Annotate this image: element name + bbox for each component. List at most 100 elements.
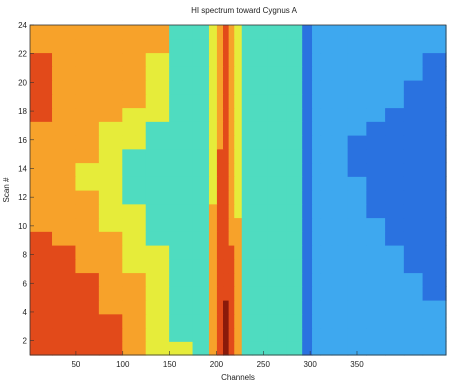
heatmap-cell	[403, 80, 424, 95]
heatmap-cell	[286, 107, 303, 122]
heatmap-cell	[122, 300, 147, 315]
heatmap-cell	[302, 66, 313, 81]
heatmap-cell	[52, 38, 77, 54]
heatmap-cell	[385, 162, 405, 177]
y-tick-label: 14	[18, 164, 27, 173]
heatmap-cell	[422, 80, 447, 95]
heatmap-cell	[286, 148, 303, 164]
heatmap-cell	[422, 148, 447, 164]
x-axis-ticks: 50 100 150 200 250 300 350	[71, 351, 364, 369]
heatmap-cell	[241, 272, 254, 287]
heatmap-cell	[286, 190, 303, 205]
heatmap-cell	[75, 80, 100, 95]
heatmap-cell	[208, 80, 218, 95]
heatmap-cell	[98, 286, 123, 301]
heatmap-cell	[216, 135, 224, 150]
heatmap-cell	[302, 52, 313, 67]
heatmap-cell	[241, 121, 254, 136]
y-tick-label: 6	[23, 279, 28, 288]
heatmap-cell	[223, 25, 230, 40]
heatmap-cell	[302, 121, 313, 136]
heatmap-cell	[216, 313, 224, 329]
heatmap-cell	[347, 258, 367, 274]
heatmap-cell	[286, 93, 303, 109]
heatmap-cell	[122, 25, 147, 40]
heatmap-cell	[312, 148, 322, 164]
heatmap-cell	[145, 52, 170, 67]
heatmap-cell	[252, 52, 269, 67]
heatmap-cell	[98, 93, 123, 109]
heatmap-cell	[216, 231, 224, 246]
heatmap-cell	[385, 341, 405, 356]
heatmap-cell	[208, 121, 218, 136]
heatmap-cell	[385, 148, 405, 164]
heatmap-cell	[252, 148, 269, 164]
heatmap-cell	[192, 272, 210, 287]
heatmap-cell	[228, 313, 235, 329]
heatmap-cell	[145, 313, 170, 329]
heatmap-cell	[145, 327, 170, 342]
heatmap-cell	[30, 313, 53, 329]
heatmap-cell	[223, 66, 230, 81]
heatmap-cell	[286, 245, 303, 260]
heatmap-cell	[122, 162, 147, 177]
heatmap-cell	[267, 52, 288, 67]
heatmap-cell	[320, 107, 333, 122]
heatmap-cell	[331, 245, 349, 260]
heatmap-cell	[223, 341, 230, 356]
heatmap-cell	[347, 190, 367, 205]
heatmap-cell	[347, 231, 367, 246]
heatmap-cell	[192, 25, 210, 40]
heatmap-cell	[52, 313, 77, 329]
heatmap-cell	[241, 148, 254, 164]
heatmap-cell	[234, 327, 243, 342]
heatmap-cell	[75, 38, 100, 54]
heatmap-cell	[223, 327, 230, 342]
heatmap-cell	[385, 190, 405, 205]
heatmap-cell	[312, 203, 322, 219]
heatmap-cell	[366, 93, 386, 109]
heatmap-cell	[302, 231, 313, 246]
heatmap-cell	[347, 286, 367, 301]
heatmap-cell	[234, 190, 243, 205]
heatmap-cell	[122, 341, 147, 356]
heatmap-cell	[320, 258, 333, 274]
heatmap-cell	[52, 217, 77, 232]
heatmap-cell	[169, 25, 194, 40]
heatmap-cell	[331, 231, 349, 246]
heatmap-cell	[403, 231, 424, 246]
heatmap-cell	[223, 176, 230, 191]
heatmap-cell	[320, 176, 333, 191]
heatmap-cell	[169, 80, 194, 95]
heatmap-cell	[228, 135, 235, 150]
heatmap-cell	[252, 286, 269, 301]
heatmap-cell	[30, 286, 53, 301]
heatmap-cell	[145, 286, 170, 301]
heatmap-cell	[331, 162, 349, 177]
heatmap-cell	[75, 93, 100, 109]
heatmap-cell	[145, 176, 170, 191]
heatmap-cells	[30, 25, 447, 356]
heatmap-cell	[267, 341, 288, 356]
y-axis-label: Scan #	[2, 177, 11, 202]
heatmap-cell	[267, 313, 288, 329]
heatmap-cell	[241, 52, 254, 67]
heatmap-cell	[228, 286, 235, 301]
heatmap-cell	[52, 327, 77, 342]
heatmap-cell	[52, 286, 77, 301]
heatmap-cell	[52, 52, 77, 67]
heatmap-cell	[422, 135, 447, 150]
heatmap-cell	[145, 80, 170, 95]
heatmap-cell	[286, 203, 303, 219]
y-tick-label: 16	[18, 136, 27, 145]
heatmap-cell	[320, 135, 333, 150]
heatmap-cell	[252, 93, 269, 109]
heatmap-cell	[312, 327, 322, 342]
heatmap-cell	[228, 107, 235, 122]
heatmap-cell	[192, 52, 210, 67]
heatmap-cell	[234, 121, 243, 136]
heatmap-cell	[241, 25, 254, 40]
heatmap-cell	[385, 313, 405, 329]
heatmap-cell	[312, 25, 322, 40]
heatmap-cell	[241, 66, 254, 81]
